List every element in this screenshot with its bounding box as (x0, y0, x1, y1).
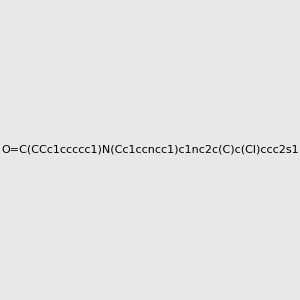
Text: O=C(CCc1ccccc1)N(Cc1ccncc1)c1nc2c(C)c(Cl)ccc2s1: O=C(CCc1ccccc1)N(Cc1ccncc1)c1nc2c(C)c(Cl… (1, 145, 299, 155)
